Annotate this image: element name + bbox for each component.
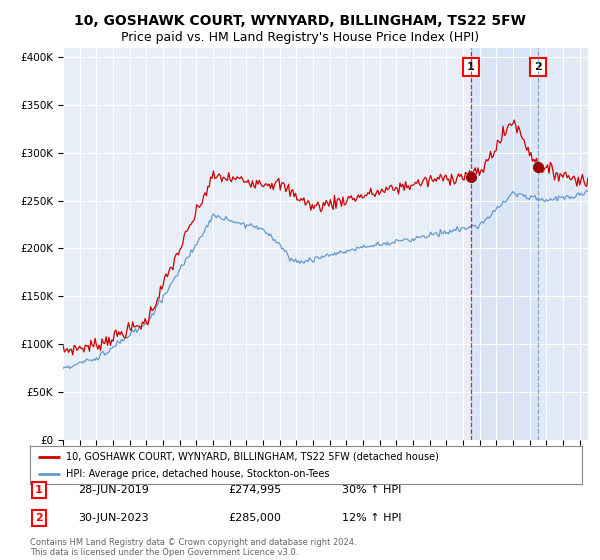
Text: 2: 2: [35, 513, 43, 523]
Text: 1: 1: [35, 485, 43, 495]
Text: 30-JUN-2023: 30-JUN-2023: [78, 513, 149, 523]
Text: 28-JUN-2019: 28-JUN-2019: [78, 485, 149, 495]
Text: 2: 2: [534, 62, 542, 72]
Text: 10, GOSHAWK COURT, WYNYARD, BILLINGHAM, TS22 5FW: 10, GOSHAWK COURT, WYNYARD, BILLINGHAM, …: [74, 14, 526, 28]
Text: Price paid vs. HM Land Registry's House Price Index (HPI): Price paid vs. HM Land Registry's House …: [121, 31, 479, 44]
Text: Contains HM Land Registry data © Crown copyright and database right 2024.
This d: Contains HM Land Registry data © Crown c…: [30, 538, 356, 557]
Text: 10, GOSHAWK COURT, WYNYARD, BILLINGHAM, TS22 5FW (detached house): 10, GOSHAWK COURT, WYNYARD, BILLINGHAM, …: [66, 451, 439, 461]
Text: 30% ↑ HPI: 30% ↑ HPI: [342, 485, 401, 495]
Text: HPI: Average price, detached house, Stockton-on-Tees: HPI: Average price, detached house, Stoc…: [66, 469, 329, 479]
Bar: [471, 48, 538, 440]
Text: £285,000: £285,000: [228, 513, 281, 523]
Text: £274,995: £274,995: [228, 485, 281, 495]
Bar: [538, 48, 588, 440]
Text: 1: 1: [467, 62, 475, 72]
Text: 12% ↑ HPI: 12% ↑ HPI: [342, 513, 401, 523]
